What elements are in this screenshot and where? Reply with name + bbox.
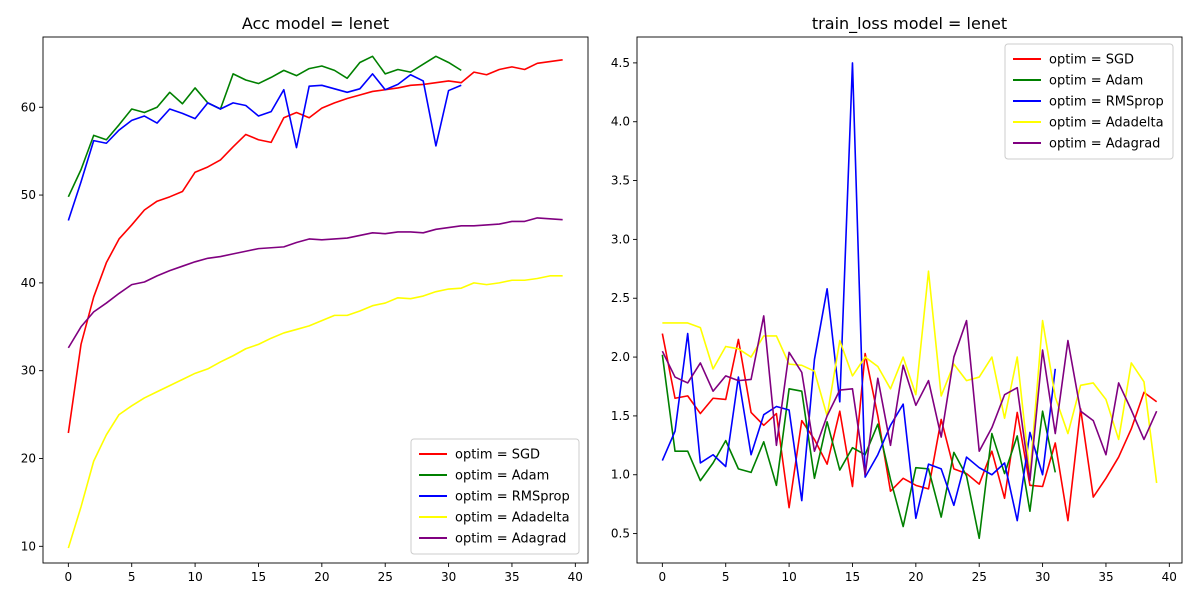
x-tick-label: 5 xyxy=(722,570,730,584)
series-line-2 xyxy=(661,62,1057,522)
x-tick-label: 35 xyxy=(1098,570,1113,584)
x-tick-label: 40 xyxy=(1162,570,1177,584)
legend-label: optim = SGD xyxy=(1049,53,1134,68)
x-tick-label: 20 xyxy=(908,570,923,584)
legend-label: optim = RMSprop xyxy=(1049,95,1164,110)
axes-frame xyxy=(636,36,1183,564)
x-tick-label: 25 xyxy=(972,570,987,584)
y-tick-label: 0.5 xyxy=(611,527,630,541)
legend-box xyxy=(1004,43,1174,160)
legend-label: optim = Adadelta xyxy=(1049,116,1164,131)
y-tick-label: 4.5 xyxy=(611,56,630,70)
x-tick-label: 0 xyxy=(659,570,667,584)
x-tick-label: 20 xyxy=(314,570,329,584)
series-line-0 xyxy=(661,333,1158,522)
x-tick-label: 10 xyxy=(187,570,202,584)
legend: optim = SGD optim = Adam optim = RMSprop op… xyxy=(410,438,580,555)
x-tick-label: 30 xyxy=(441,570,456,584)
legend-box xyxy=(410,438,580,555)
chart-acc: Acc model = lenet 0 5 10 15 20 25 30 35 40 10 20 30… xyxy=(21,14,589,584)
legend: optim = SGD optim = Adam optim = RMSprop op… xyxy=(1004,43,1174,160)
series-line-4 xyxy=(661,315,1158,482)
y-tick-label: 3.0 xyxy=(611,232,630,246)
y-tick-label: 50 xyxy=(21,188,36,202)
x-tick-label: 40 xyxy=(568,570,583,584)
legend-label: optim = SGD xyxy=(455,448,540,463)
series-line-1 xyxy=(67,55,462,198)
x-tick-label: 15 xyxy=(845,570,860,584)
y-tick-label: 60 xyxy=(21,100,36,114)
axes-frame xyxy=(42,36,589,564)
y-tick-label: 40 xyxy=(21,276,36,290)
legend-label: optim = Adagrad xyxy=(1049,137,1160,152)
y-tick-label: 1.0 xyxy=(611,468,630,482)
series-line-3 xyxy=(67,275,563,549)
x-tick-label: 0 xyxy=(65,570,73,584)
y-tick-label: 2.5 xyxy=(611,291,630,305)
x-tick-label: 35 xyxy=(504,570,519,584)
legend-label: optim = Adagrad xyxy=(455,532,566,547)
y-tick-label: 10 xyxy=(21,539,36,553)
y-tick-label: 2.0 xyxy=(611,350,630,364)
legend-label: optim = Adam xyxy=(455,469,549,484)
y-tick-label: 20 xyxy=(21,452,36,466)
x-tick-label: 30 xyxy=(1035,570,1050,584)
y-tick-label: 30 xyxy=(21,364,36,378)
chart-title: Acc model = lenet xyxy=(242,14,389,33)
series-line-1 xyxy=(661,354,1057,540)
x-tick-label: 5 xyxy=(128,570,136,584)
y-tick-label: 3.5 xyxy=(611,174,630,188)
legend-label: optim = Adadelta xyxy=(455,511,570,526)
series-line-3 xyxy=(662,270,1158,484)
series-line-0 xyxy=(67,59,563,434)
y-tick-label: 1.5 xyxy=(611,409,630,423)
x-tick-label: 15 xyxy=(251,570,266,584)
plot-area: 0 5 10 15 20 25 30 35 40 0.5 1.0 1.5 2.0 2.5 3.0 3.5 4.0… xyxy=(611,36,1183,584)
chart-train-loss: train_loss model = lenet 0 5 10 15 20 25 30 35 4… xyxy=(611,14,1183,584)
x-tick-label: 25 xyxy=(378,570,393,584)
legend-label: optim = RMSprop xyxy=(455,490,570,505)
series-line-2 xyxy=(67,73,462,221)
y-tick-label: 4.0 xyxy=(611,115,630,129)
legend-label: optim = Adam xyxy=(1049,74,1143,89)
series-line-4 xyxy=(67,217,563,349)
x-tick-label: 10 xyxy=(781,570,796,584)
chart-title: train_loss model = lenet xyxy=(812,14,1007,34)
